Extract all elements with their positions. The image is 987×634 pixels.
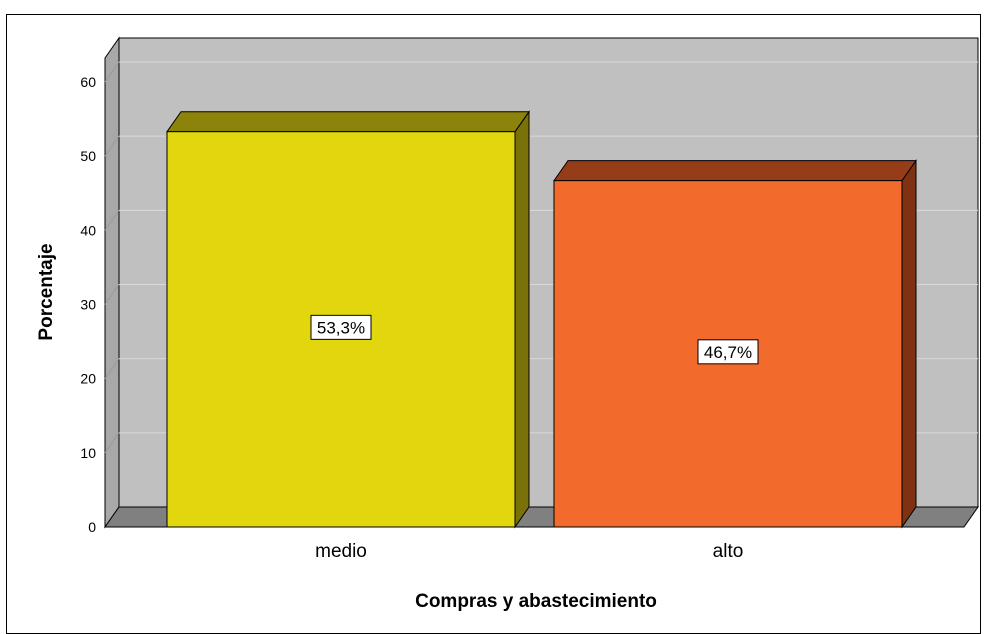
- y-axis-ticks: 0 10 20 30 40 50 60: [80, 74, 96, 535]
- y-tick-label: 30: [80, 297, 96, 313]
- data-label: 46,7%: [704, 343, 752, 362]
- y-axis-label: Porcentaje: [36, 243, 57, 340]
- bar-side: [514, 110, 530, 529]
- y-tick-label: 50: [80, 148, 96, 164]
- gridline-side: [104, 61, 120, 83]
- gridline-side: [104, 210, 120, 231]
- gridline-side: [104, 135, 120, 157]
- bar-top: [553, 160, 917, 182]
- side-wall: [104, 36, 120, 529]
- x-axis-ticks: medio alto: [315, 541, 743, 562]
- gridline-side: [104, 432, 120, 454]
- bar-side: [901, 159, 917, 529]
- y-tick-label: 20: [80, 371, 96, 387]
- data-label: 53,3%: [317, 318, 365, 337]
- gridline-side: [104, 358, 120, 379]
- x-tick-label: medio: [315, 541, 367, 562]
- data-label-box: [310, 314, 372, 340]
- bars: 53,3% 46,7%: [166, 110, 917, 529]
- x-tick-label: alto: [713, 541, 744, 562]
- gridline-side: [104, 284, 120, 305]
- y-tick-label: 0: [88, 519, 96, 535]
- bar-top: [166, 111, 530, 133]
- y-tick-label: 60: [80, 74, 96, 90]
- y-tick-label: 40: [80, 222, 96, 238]
- data-label-box: [697, 339, 759, 365]
- y-tick-label: 10: [80, 445, 96, 461]
- x-axis-label: Compras y abastecimiento: [415, 591, 657, 612]
